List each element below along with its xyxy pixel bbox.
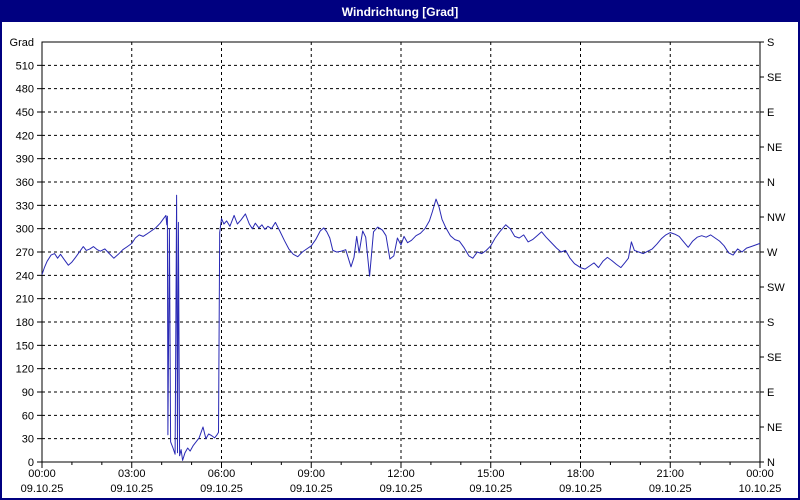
x-axis-date-label: 09.10.25 <box>649 483 692 495</box>
window-title: Windrichtung [Grad] <box>341 5 459 19</box>
x-axis-date-label: 10.10.25 <box>739 483 782 495</box>
x-axis-date-label: 09.10.25 <box>110 483 153 495</box>
y-axis-tick-label: 90 <box>22 387 34 399</box>
y-axis-tick-label: 420 <box>16 130 34 142</box>
x-axis-time-label: 15:00 <box>477 468 505 480</box>
y-axis-tick-label: 60 <box>22 410 34 422</box>
x-axis-date-label: 09.10.25 <box>21 483 64 495</box>
compass-label: N <box>767 457 775 469</box>
title-bar: Windrichtung [Grad] <box>2 2 798 22</box>
compass-label: E <box>767 387 774 399</box>
x-axis-time-label: 09:00 <box>297 468 325 480</box>
plot-frame <box>41 41 761 463</box>
y-axis-tick-label: 480 <box>16 84 34 96</box>
compass-label: NW <box>767 212 786 224</box>
compass-label: SE <box>767 352 782 364</box>
y-axis-tick-label: 240 <box>16 270 34 282</box>
compass-label: SE <box>767 72 782 84</box>
x-axis-time-label: 21:00 <box>656 468 684 480</box>
y-axis-tick-label: 450 <box>16 107 34 119</box>
y-axis-tick-label: 360 <box>16 177 34 189</box>
compass-label: S <box>767 317 774 329</box>
y-axis-tick-label: 150 <box>16 340 34 352</box>
y-axis-tick-label: 30 <box>22 434 34 446</box>
x-axis-date-label: 09.10.25 <box>469 483 512 495</box>
x-axis-time-label: 03:00 <box>118 468 146 480</box>
y-axis-tick-label: 0 <box>28 457 34 469</box>
x-axis-time-label: 00:00 <box>28 468 56 480</box>
x-axis-date-label: 09.10.25 <box>290 483 333 495</box>
y-axis-tick-label: 180 <box>16 317 34 329</box>
y-axis-tick-label: 300 <box>16 224 34 236</box>
x-axis-date-label: 09.10.25 <box>559 483 602 495</box>
compass-label: W <box>767 247 778 259</box>
y-axis-tick-label: 330 <box>16 200 34 212</box>
compass-label: NE <box>767 422 782 434</box>
compass-label: N <box>767 177 775 189</box>
x-axis-time-label: 00:00 <box>746 468 774 480</box>
y-axis-unit-label: Grad <box>10 37 34 49</box>
compass-label: E <box>767 107 774 119</box>
x-axis-time-label: 12:00 <box>387 468 415 480</box>
y-axis-tick-label: 270 <box>16 247 34 259</box>
compass-label: NE <box>767 142 782 154</box>
x-axis-date-label: 09.10.25 <box>380 483 423 495</box>
x-axis-time-label: 18:00 <box>567 468 595 480</box>
compass-label: S <box>767 37 774 49</box>
x-axis-time-label: 06:00 <box>208 468 236 480</box>
y-axis-tick-label: 390 <box>16 154 34 166</box>
wind-direction-series <box>41 194 761 461</box>
y-axis-tick-label: 120 <box>16 364 34 376</box>
compass-label: SW <box>767 282 785 294</box>
x-axis-date-label: 09.10.25 <box>200 483 243 495</box>
y-axis-tick-label: 210 <box>16 294 34 306</box>
y-axis-tick-label: 510 <box>16 60 34 72</box>
